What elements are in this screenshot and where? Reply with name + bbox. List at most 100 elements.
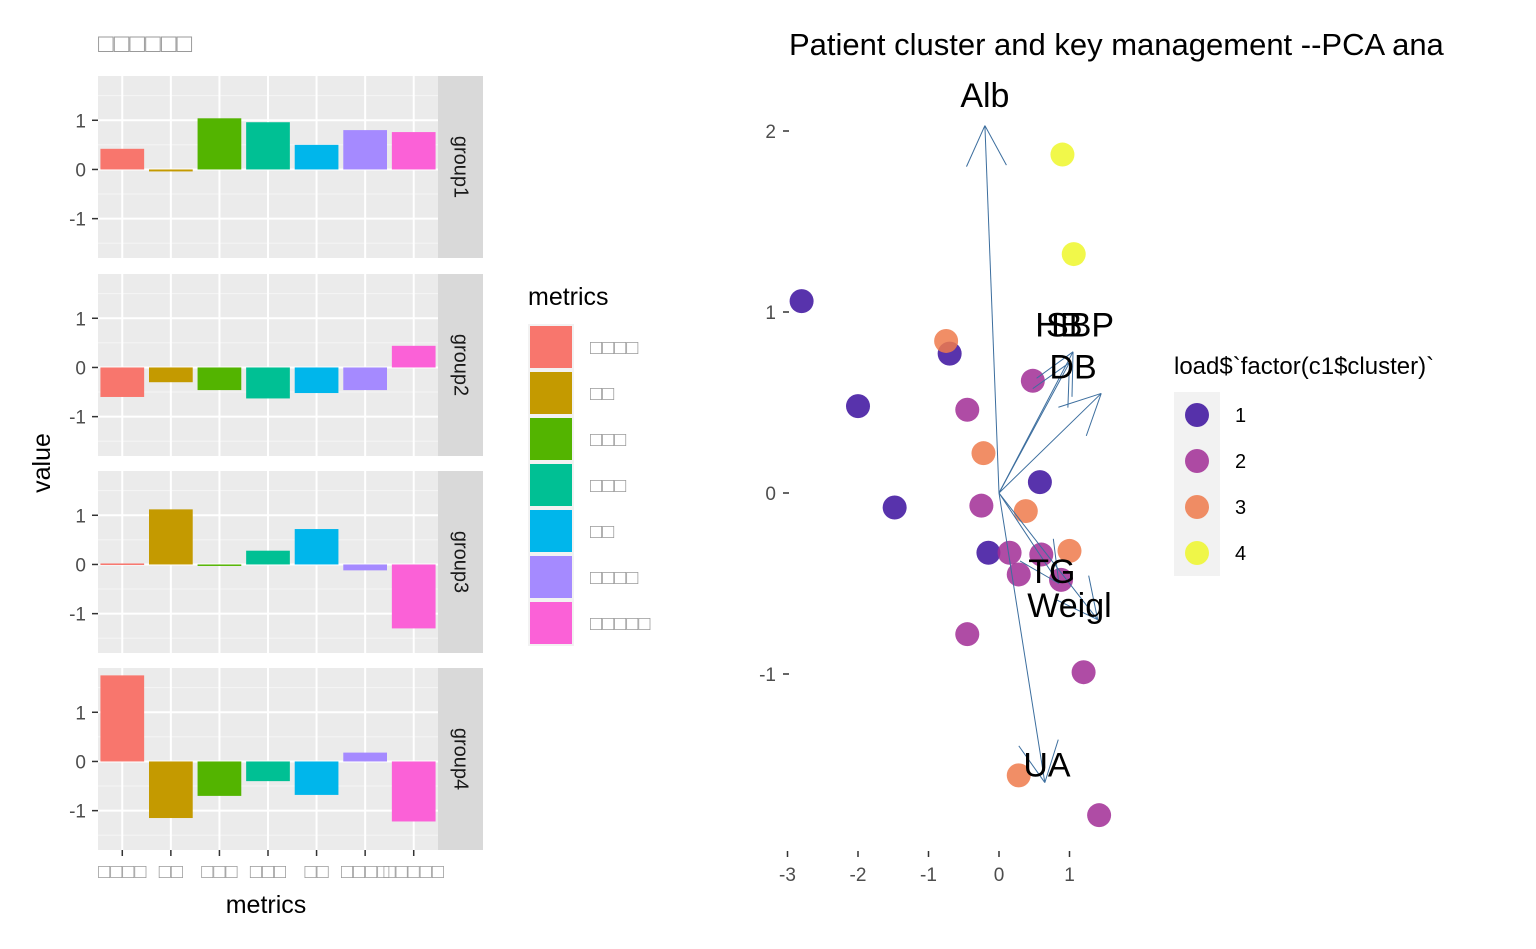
vector-label: TG <box>1028 553 1075 591</box>
bar-group3-2 <box>197 564 242 566</box>
point-cluster-1 <box>789 289 814 314</box>
pca-biplot: Patient cluster and key management --PCA… <box>759 27 1444 886</box>
bar-chart-title: □□□□□□ <box>98 28 193 58</box>
y-tick-label: -1 <box>69 408 86 429</box>
legend-key-4 <box>530 510 572 552</box>
legend-label-3: □□□ <box>590 475 626 497</box>
facet-strip-label: group4 <box>450 728 472 790</box>
vector-shaft <box>998 492 1046 783</box>
loading-vector-db <box>998 392 1102 494</box>
y-tick-label: 0 <box>75 752 86 773</box>
x-axis-title: metrics <box>226 891 307 919</box>
x-tick-label: 0 <box>994 865 1005 886</box>
y-tick-label: 1 <box>765 303 776 324</box>
bar-group1-6 <box>391 132 436 170</box>
vector-arrowhead <box>1052 538 1060 584</box>
vector-shaft <box>998 393 1102 494</box>
vector-label: UA <box>1023 747 1071 785</box>
y-tick-label: 1 <box>75 309 86 330</box>
y-tick-label: 1 <box>75 506 86 527</box>
bar-group4-6 <box>391 761 436 822</box>
legend-key-3 <box>530 464 572 506</box>
point-cluster-3 <box>1013 499 1038 524</box>
vector-shaft <box>998 351 1074 494</box>
faceted-bar-chart: □□□□□□-101group1-101group2-101group3-101… <box>28 28 650 919</box>
bar-group4-3 <box>246 761 290 782</box>
legend-label-1: □□ <box>590 383 614 405</box>
pca-legend-title: load$`factor(c1$cluster)` <box>1174 353 1434 380</box>
point-cluster-2 <box>997 540 1022 565</box>
x-tick-label: □□□□□ <box>384 861 444 883</box>
point-cluster-2 <box>969 493 994 518</box>
legend-key-2 <box>530 418 572 460</box>
bar-group3-5 <box>343 564 387 571</box>
vector-arrowhead <box>1056 599 1098 621</box>
legend-key-0 <box>530 326 572 368</box>
bar-group3-0 <box>100 563 145 565</box>
bar-group4-2 <box>197 761 242 796</box>
loading-vector-hb <box>998 351 1074 494</box>
x-tick-label: □□ <box>159 861 183 883</box>
bar-group4-1 <box>149 761 193 819</box>
legend-title: metrics <box>528 283 609 311</box>
point-cluster-2 <box>1071 660 1096 685</box>
loading-vector-weight <box>998 492 1099 621</box>
vector-arrowhead <box>1085 393 1102 437</box>
bar-group1-4 <box>294 144 339 170</box>
loading-vector-ua <box>998 492 1059 783</box>
x-tick-label: □□□ <box>201 861 237 883</box>
y-tick-label: 0 <box>765 484 776 505</box>
vector-arrowhead <box>1018 745 1046 783</box>
x-tick-label: □□□□ <box>98 861 146 883</box>
bar-group1-2 <box>197 118 242 170</box>
bar-group2-6 <box>391 345 436 368</box>
bar-group3-1 <box>149 509 193 565</box>
vector-label: HB <box>1035 307 1082 345</box>
x-tick-label: 1 <box>1064 865 1075 886</box>
y-tick-label: 0 <box>75 160 86 181</box>
facet-strip <box>438 274 483 456</box>
y-tick-label: 1 <box>75 111 86 132</box>
x-tick-label: □□ <box>304 861 328 883</box>
x-tick-label: -2 <box>850 865 867 886</box>
vector-shaft <box>998 492 1060 584</box>
legend-label-2: □□□ <box>590 429 626 451</box>
point-cluster-2 <box>1049 567 1074 592</box>
point-cluster-3 <box>971 441 996 466</box>
point-cluster-1 <box>1027 470 1052 495</box>
bar-group1-1 <box>149 169 193 172</box>
bar-group3-4 <box>294 529 339 565</box>
legend-key-cluster-4 <box>1185 541 1209 565</box>
facet-strip-label: group2 <box>450 334 472 396</box>
bar-group1-0 <box>100 148 145 170</box>
vector-label: Weigl <box>1027 587 1111 625</box>
point-cluster-1 <box>846 394 870 419</box>
y-tick-label: -1 <box>759 665 776 686</box>
y-tick-label: -1 <box>69 210 86 231</box>
legend-label-cluster-3: 3 <box>1235 497 1246 519</box>
legend-label-4: □□ <box>590 521 614 543</box>
vector-shaft <box>998 492 1099 621</box>
x-tick-label: -3 <box>779 865 796 886</box>
point-cluster-3 <box>1057 538 1082 563</box>
point-cluster-4 <box>1061 242 1086 267</box>
vector-shaft <box>984 125 1000 494</box>
y-tick-label: -1 <box>69 605 86 626</box>
bar-group2-1 <box>149 367 193 383</box>
bar-group3-3 <box>246 550 290 565</box>
legend-label-0: □□□□ <box>590 337 638 359</box>
point-cluster-2 <box>1087 803 1112 828</box>
y-tick-label: 1 <box>75 703 86 724</box>
point-cluster-2 <box>955 622 980 647</box>
legend-key-5 <box>530 556 572 598</box>
legend-label-cluster-1: 1 <box>1235 405 1246 427</box>
point-cluster-2 <box>1020 368 1045 393</box>
bar-group2-0 <box>100 367 145 397</box>
legend-key-6 <box>530 602 572 644</box>
vector-arrowhead <box>1044 739 1059 783</box>
bar-group1-5 <box>343 130 387 170</box>
y-axis-title: value <box>28 433 56 493</box>
x-tick-label: □□□□ <box>341 861 389 883</box>
point-cluster-2 <box>955 397 980 422</box>
